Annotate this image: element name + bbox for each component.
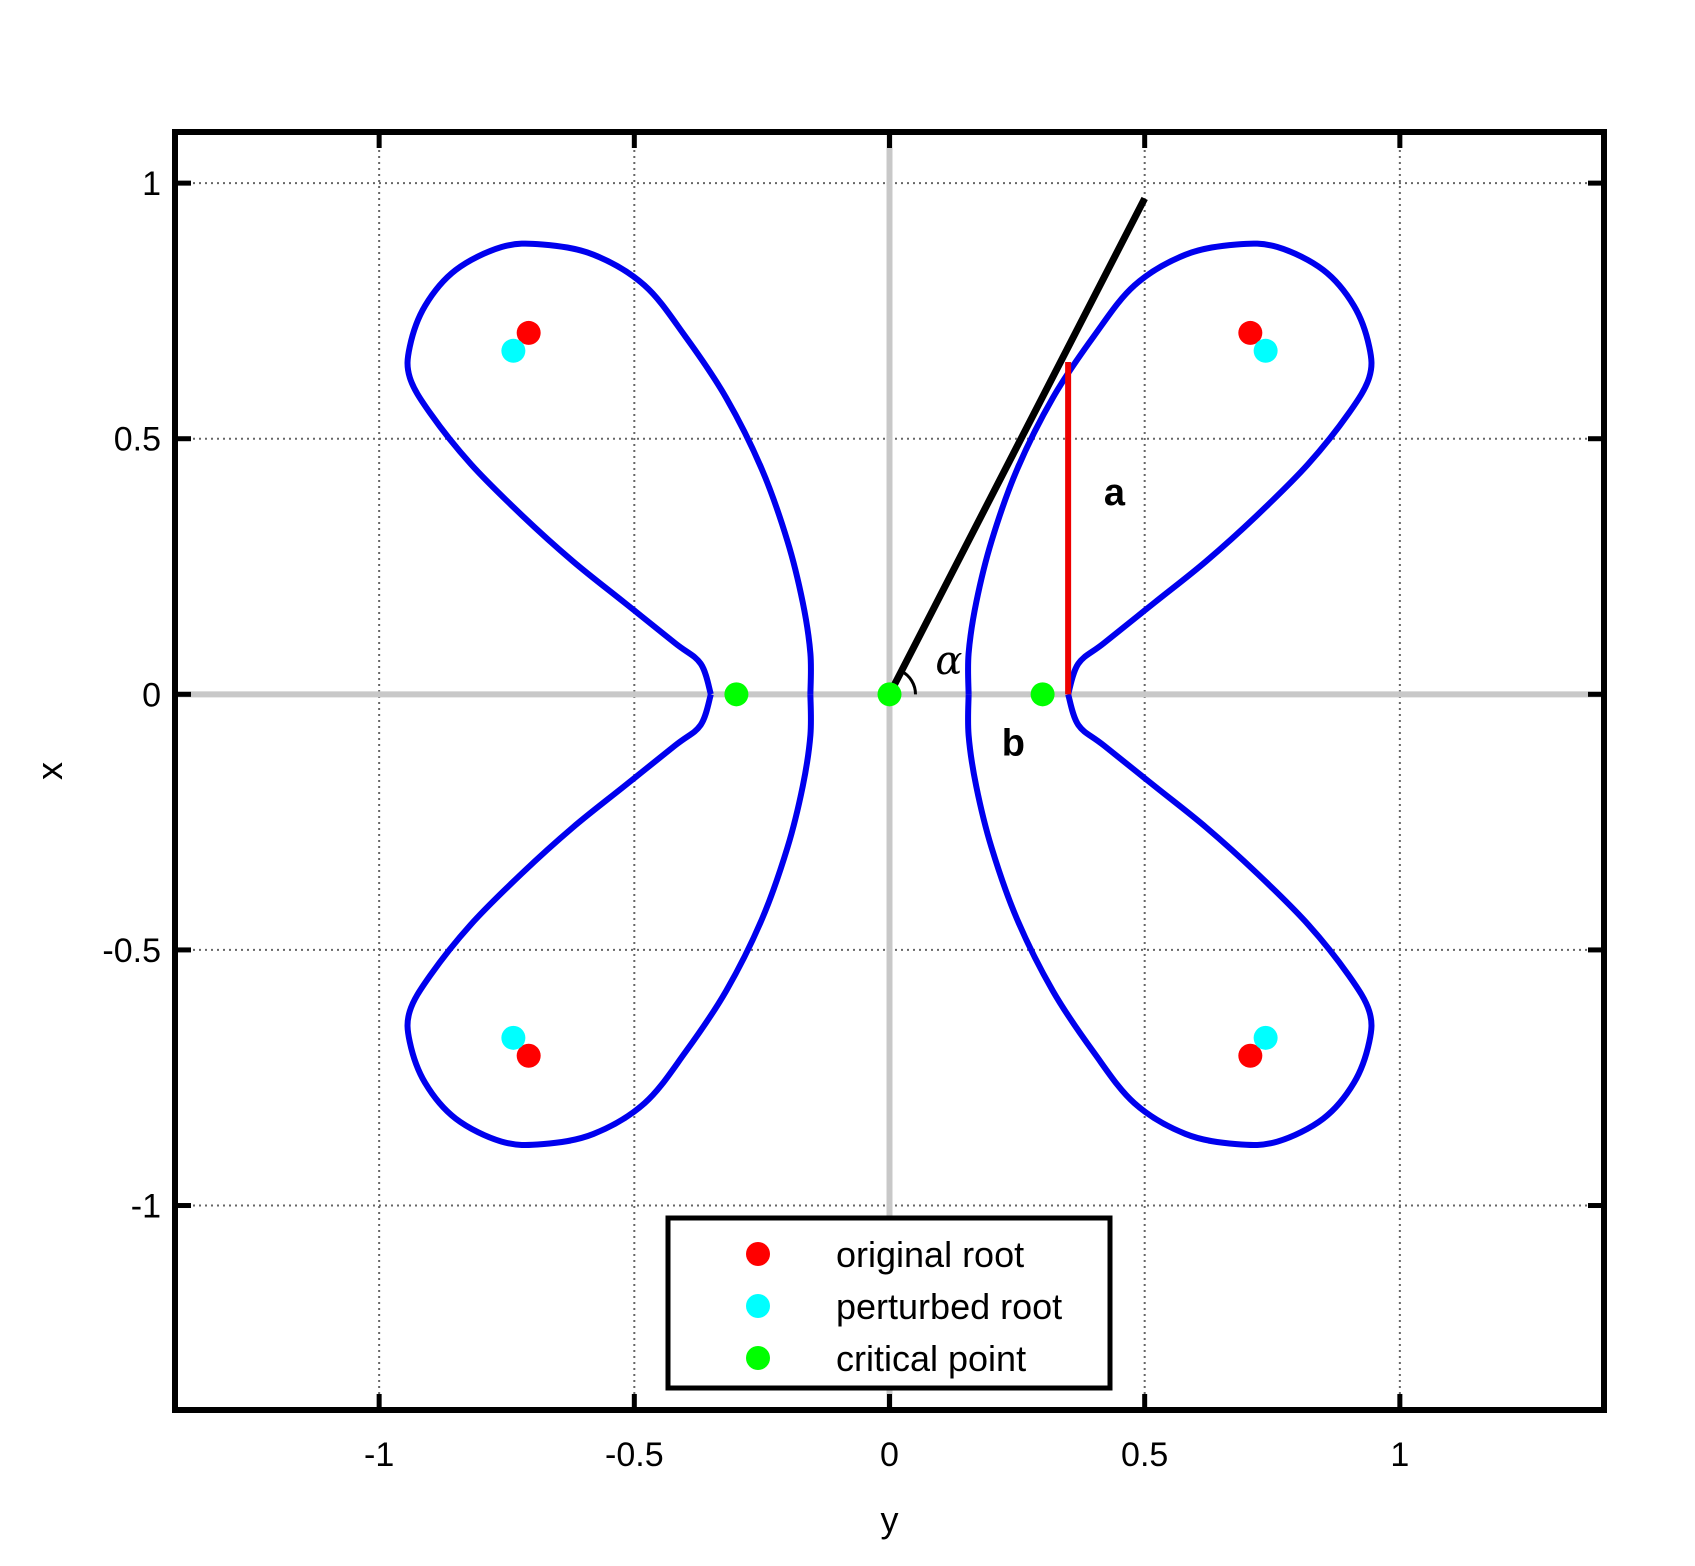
angle-arc [900, 669, 917, 695]
annotation-alpha: α [935, 638, 962, 684]
original-root-marker [516, 1043, 541, 1068]
y-axis-title: x [29, 762, 70, 780]
data-points [501, 320, 1278, 1068]
perturbed-root-marker [1253, 338, 1278, 363]
legend-marker-original-root [746, 1242, 770, 1266]
annotation-b: b [1002, 723, 1025, 765]
legend-box [665, 1215, 1113, 1391]
curve-lobe-4 [404, 693, 814, 1149]
x-tick-label: 0.5 [1121, 1436, 1168, 1474]
legend-label-original-root: original root [836, 1234, 1024, 1275]
original-root-marker [1238, 320, 1263, 345]
critical-point-marker [724, 682, 749, 707]
curve-lobe-2 [404, 240, 814, 696]
axis-ticks [175, 132, 1604, 1410]
x-tick-label: -0.5 [605, 1436, 664, 1474]
legend-marker-perturbed-root [746, 1294, 770, 1318]
legend-label-critical-point: critical point [836, 1338, 1026, 1379]
legend: original root perturbed root critical poin… [665, 1215, 1113, 1391]
plot-area: a bα original root perturbed root critical … [172, 129, 1607, 1413]
y-tick-label: -1 [131, 1188, 161, 1226]
y-tick-label: 0.5 [114, 421, 161, 459]
legend-label-perturbed-root: perturbed root [836, 1286, 1062, 1327]
x-tick-label: 0 [880, 1436, 899, 1474]
tick-labels: -1 -0.5 0 0.5 1 -1 -0.5 0 0.5 1 [102, 165, 1409, 1474]
curve-group [404, 240, 1375, 1149]
legend-marker-critical-point [746, 1346, 770, 1370]
original-root-marker [1238, 1043, 1263, 1068]
critical-point-marker [1030, 682, 1055, 707]
curve-lobe-3 [965, 693, 1375, 1149]
tangent-line [886, 196, 1148, 696]
x-tick-label: 1 [1390, 1436, 1409, 1474]
x-axis-title: y [881, 1499, 899, 1540]
y-tick-label: 0 [142, 676, 161, 714]
curve-lobe-1 [965, 240, 1375, 696]
perturbed-root-marker [501, 1025, 526, 1050]
x-tick-label: -1 [364, 1436, 394, 1474]
perturbed-root-marker [1253, 1025, 1278, 1050]
perturbed-root-marker [501, 338, 526, 363]
y-tick-label: -0.5 [102, 932, 161, 970]
annotation-lines [886, 196, 1148, 696]
annotations: a bα [935, 472, 1125, 764]
original-root-marker [516, 320, 541, 345]
annotation-a: a [1104, 472, 1126, 514]
critical-point-marker [877, 682, 902, 707]
y-tick-label: 1 [142, 165, 161, 203]
